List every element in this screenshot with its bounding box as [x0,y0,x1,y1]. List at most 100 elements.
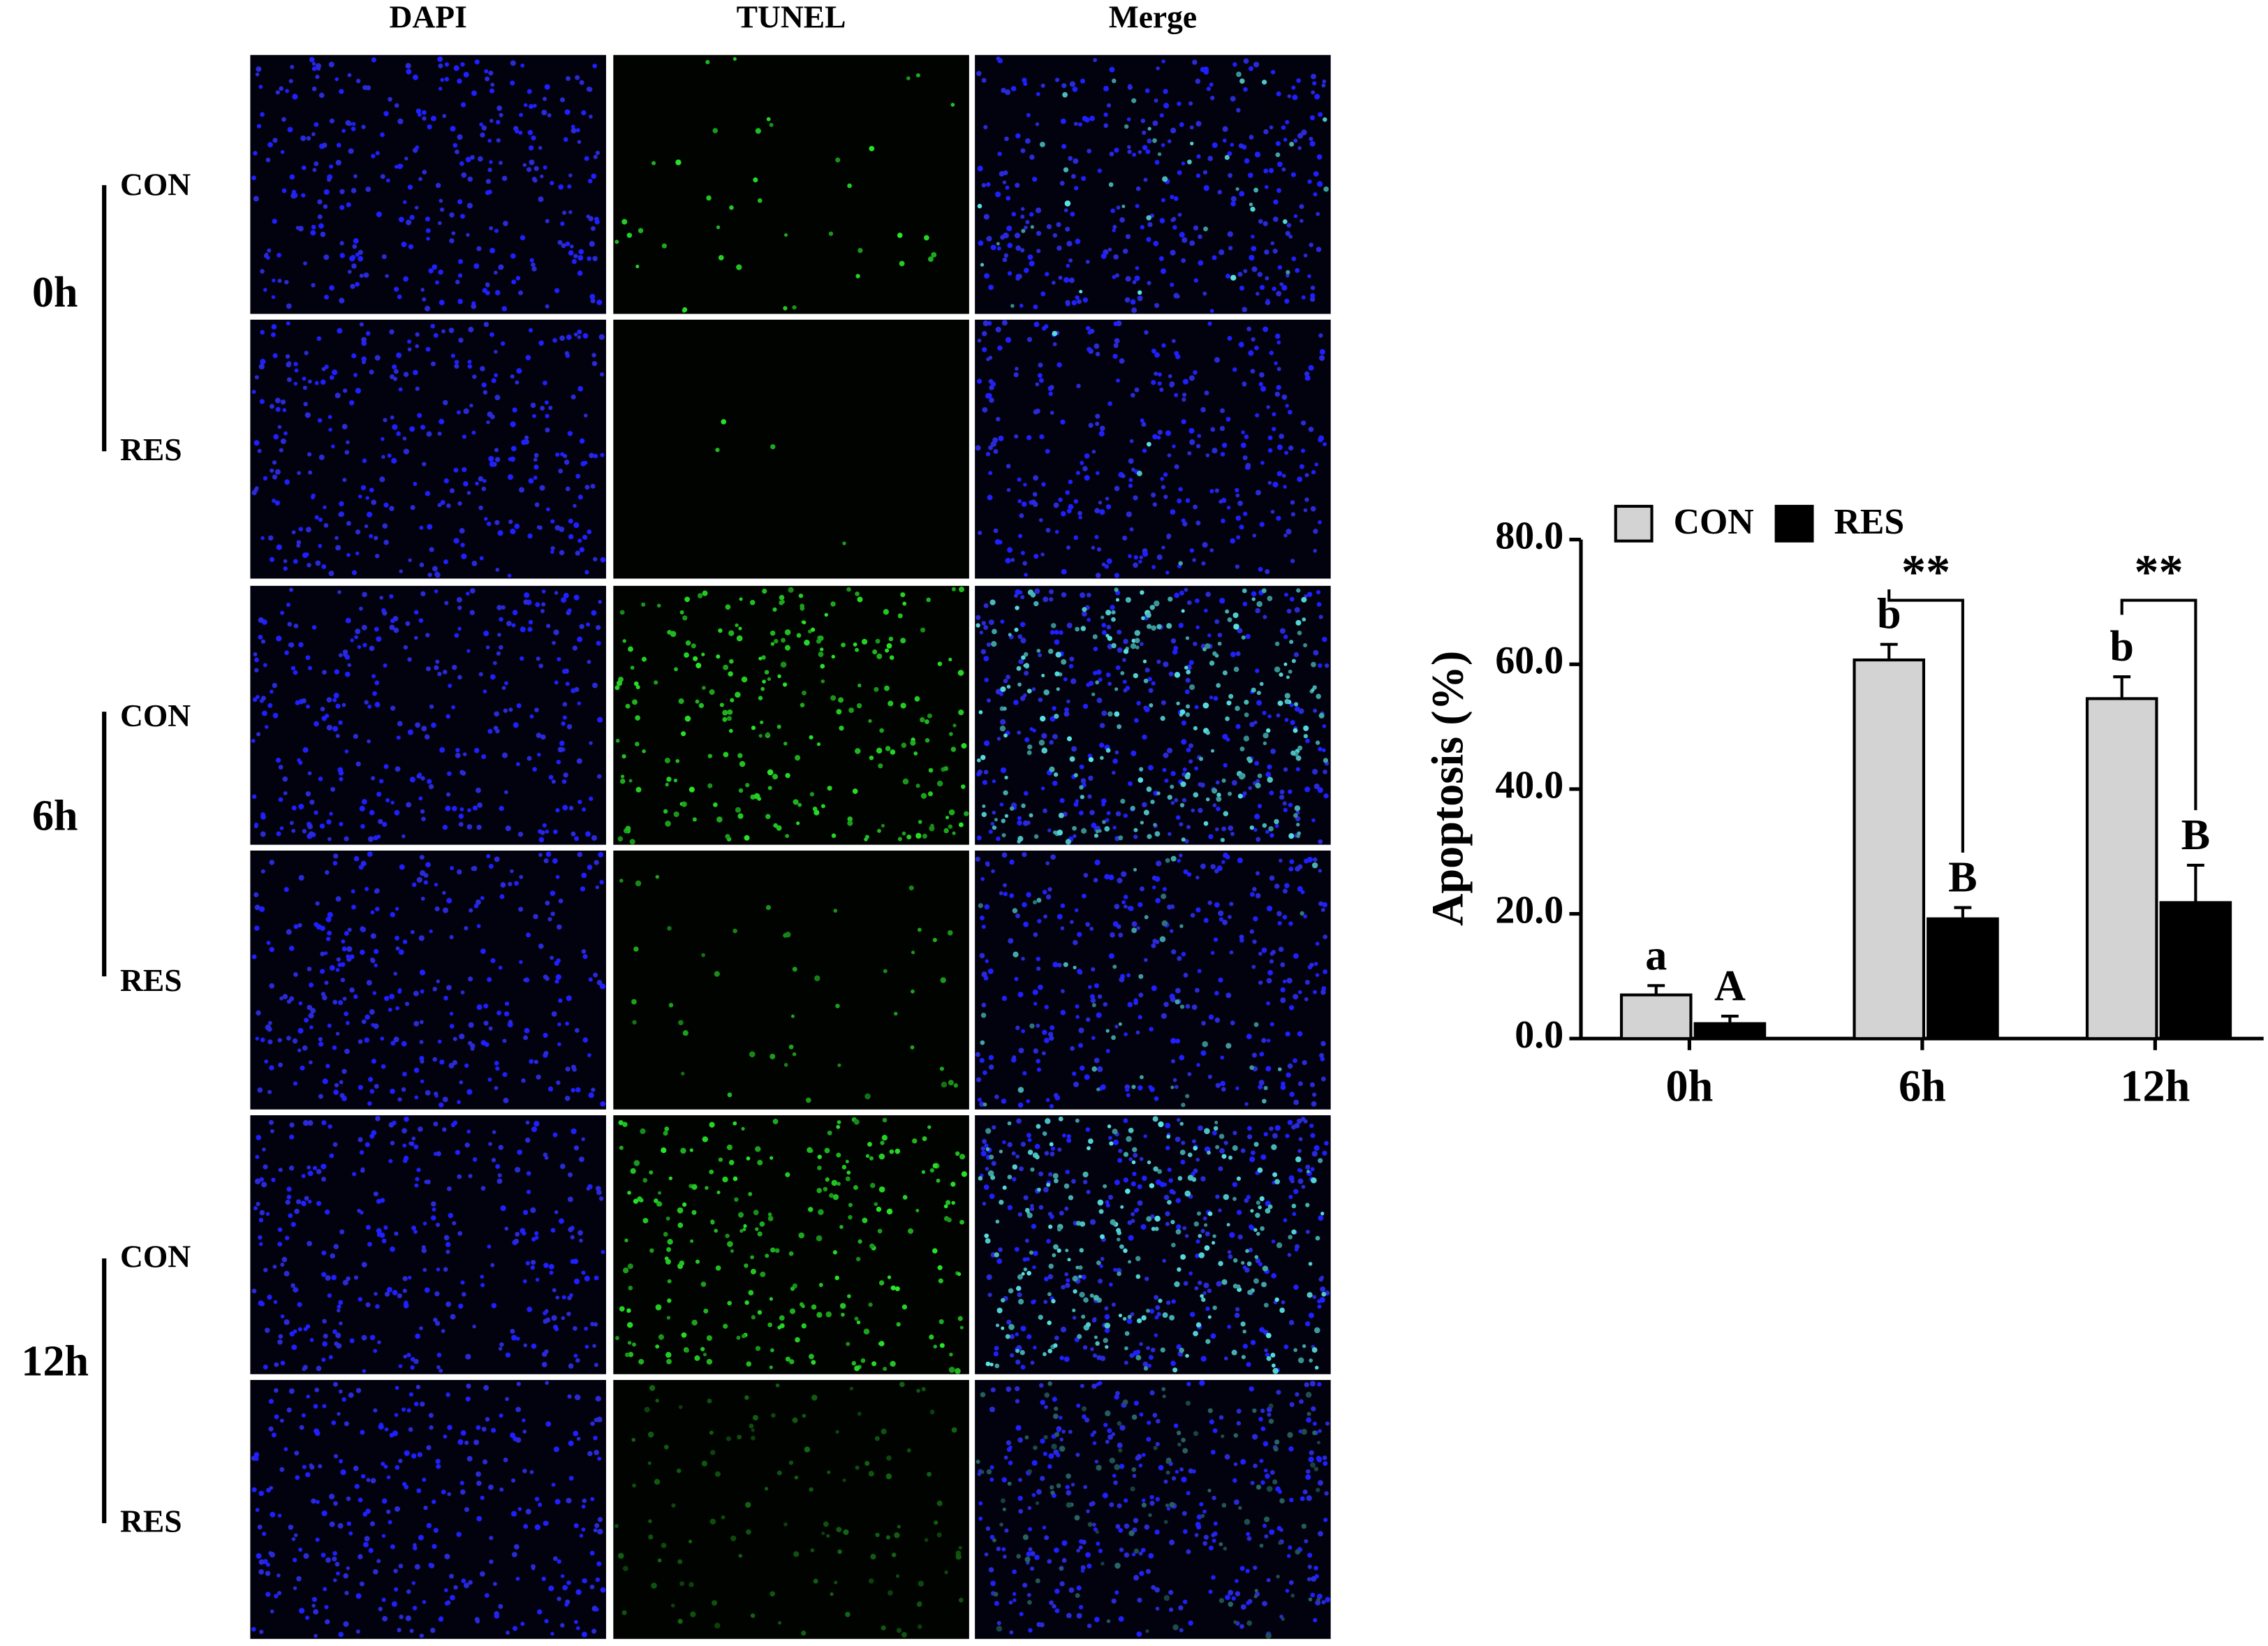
nucleus [269,1485,274,1490]
nucleus [1035,207,1042,214]
tunel-positive-cell [1181,609,1185,613]
nucleus [478,672,483,677]
nucleus [318,1464,323,1469]
tunel-positive-cell [902,1195,908,1200]
nucleus [365,1225,371,1230]
nucleus [1253,916,1258,922]
nucleus [494,457,501,462]
nucleus [1001,320,1008,326]
nucleus [304,351,309,355]
nucleus [581,1527,586,1532]
nucleus [282,776,288,782]
nucleus [1310,1133,1316,1138]
nucleus [1061,989,1065,994]
nucleus [1279,795,1285,800]
nucleus [378,779,384,784]
nucleus [341,1068,347,1074]
nucleus [1100,425,1105,432]
nucleus [991,1161,996,1166]
nucleus [268,1399,274,1404]
nucleus [387,453,392,458]
tunel-positive-cell [761,655,766,660]
nucleus [453,65,459,71]
nucleus [1024,138,1031,144]
nucleus [1318,1215,1324,1221]
nucleus [1017,992,1024,998]
nucleus [336,1571,340,1576]
nucleus [282,408,287,413]
nucleus [414,635,418,640]
nucleus [271,324,277,330]
nucleus [424,1180,429,1184]
tunel-positive-cell [1212,788,1218,794]
nucleus [1114,750,1119,755]
nucleus [374,702,381,708]
tunel-positive-cell [1288,1235,1293,1240]
nucleus [442,114,447,119]
nucleus [1113,254,1119,260]
tunel-positive-cell [1032,899,1037,905]
nucleus [1006,464,1011,469]
nucleus [1073,1081,1080,1087]
nucleus [1049,597,1054,602]
nucleus [1276,515,1281,521]
tunel-positive-cell [618,1552,624,1559]
nucleus [381,1462,385,1467]
tunel-positive-cell [1147,834,1152,839]
nucleus [360,485,367,491]
nucleus [558,184,564,190]
nucleus [1135,203,1140,209]
nucleus [533,178,538,183]
nucleus [584,1344,589,1349]
nucleus [1221,518,1225,524]
nucleus [548,774,554,780]
nucleus [1012,1055,1017,1059]
nucleus [1170,249,1176,256]
nucleus [348,1392,354,1398]
nucleus [362,1369,367,1373]
nucleus [516,1381,521,1386]
nucleus [1228,246,1233,251]
nucleus [1242,1344,1249,1349]
nucleus [350,254,356,260]
nucleus [538,196,544,203]
nucleus [479,122,484,127]
nucleus [990,821,995,826]
nucleus [449,1011,454,1016]
nucleus [1186,600,1192,605]
tunel-positive-cell [1081,828,1087,834]
nucleus [482,1459,488,1464]
nucleus [568,1363,574,1369]
nucleus [420,1079,425,1084]
nucleus [422,110,427,115]
micrograph-background [250,850,606,1110]
nucleus [267,248,272,253]
nucleus [1279,789,1285,795]
nucleus [325,936,331,941]
tunel-positive-cell [1311,1347,1318,1353]
nucleus [415,145,420,150]
tunel-positive-cell [1135,645,1140,649]
nucleus [1207,1074,1212,1080]
nucleus [407,347,412,352]
nucleus [1267,764,1272,770]
tunel-positive-cell [1291,659,1296,663]
nucleus [467,364,473,369]
nucleus [1299,219,1304,223]
nucleus [480,1186,486,1191]
nucleus [980,649,987,654]
nucleus [403,1302,409,1309]
nucleus [334,392,341,399]
nucleus [1036,91,1040,96]
nucleus [306,704,310,709]
nucleus [990,441,996,447]
nucleus [1041,733,1047,739]
nucleus [397,1293,402,1299]
nucleus [1276,291,1282,297]
tunel-positive-cell [932,1248,938,1254]
nucleus [343,388,348,393]
nucleus [406,219,412,226]
nucleus [544,84,550,90]
tunel-positive-cell [777,1621,782,1625]
nucleus [1029,727,1033,731]
